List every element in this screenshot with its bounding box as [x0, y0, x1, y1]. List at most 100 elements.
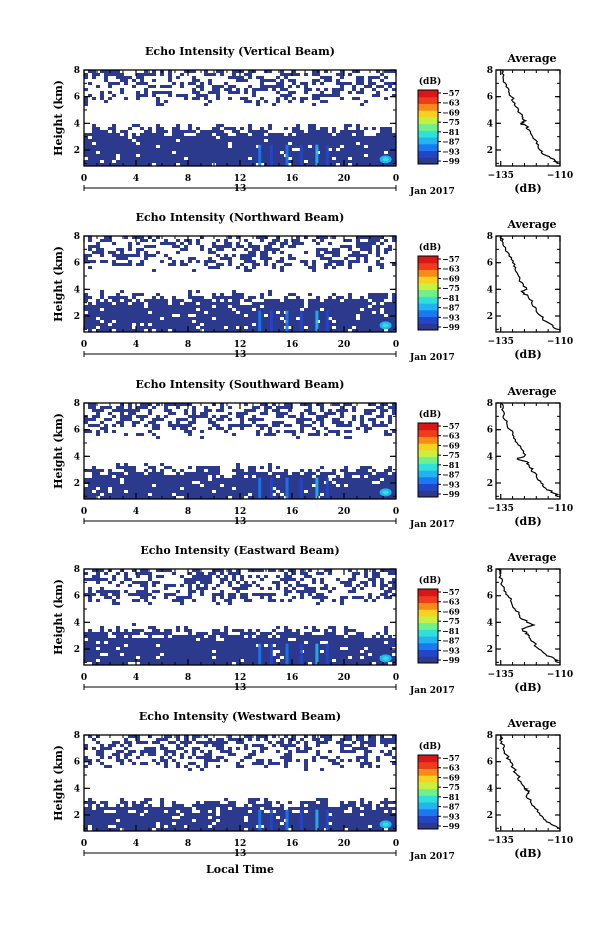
- colorbar-swatch: [418, 761, 438, 769]
- x-tick-label: 20: [338, 174, 351, 184]
- heatmap-cells: [84, 70, 396, 166]
- y-tick-label: 2: [74, 479, 80, 489]
- average-x-tick-label: −135: [488, 836, 514, 846]
- colorbar-swatch: [418, 456, 438, 464]
- average-y-tick-label: 6: [487, 426, 493, 436]
- colorbar-tick-label: −63: [442, 431, 460, 441]
- colorbar: (dB)−57−63−69−75−81−87−93−99: [417, 242, 460, 332]
- colorbar-swatch: [418, 636, 438, 644]
- colorbar-tick-label: −69: [442, 107, 460, 117]
- colorbar-swatch: [418, 316, 438, 324]
- colorbar-swatch: [418, 768, 438, 776]
- y-tick-label: 8: [74, 731, 80, 741]
- date-day-label: 13: [234, 849, 247, 859]
- colorbar-tick-label: −57: [442, 753, 460, 763]
- colorbar-swatch: [418, 137, 438, 145]
- colorbar-unit: (dB): [419, 242, 441, 253]
- colorbar: (dB)−57−63−69−75−81−87−93−99: [417, 575, 460, 665]
- average-y-tick-label: 8: [487, 232, 493, 242]
- average-x-axis-label: (dB): [514, 348, 541, 361]
- colorbar-tick-label: −87: [442, 636, 460, 646]
- date-day-label: 13: [234, 184, 247, 194]
- panel-4: Echo Intensity (Eastward Beam) 2 4 6 8 Height…: [52, 544, 573, 696]
- x-tick-label: 0: [81, 839, 87, 849]
- average-profile: Average 2 4 6 8 −135 −110 (dB): [487, 551, 573, 694]
- date-day-label: 13: [234, 683, 247, 693]
- average-y-tick-label: 8: [487, 399, 493, 409]
- colorbar-tick-label: −93: [442, 479, 460, 489]
- x-tick-label: 12: [234, 839, 247, 849]
- colorbar-swatch: [418, 130, 438, 138]
- x-tick-label: 12: [234, 174, 247, 184]
- x-tick-label: 4: [133, 507, 139, 517]
- average-y-tick-label: 4: [487, 452, 493, 462]
- x-tick-label: 0: [81, 340, 87, 350]
- colorbar-tick-label: −69: [442, 273, 460, 283]
- y-axis-label: Height (km): [52, 80, 65, 156]
- x-tick-label: 4: [133, 839, 139, 849]
- colorbar-swatch: [418, 323, 438, 331]
- average-x-tick-label: −135: [488, 337, 514, 347]
- x-tick-label: 4: [133, 673, 139, 683]
- colorbar-tick-label: −75: [442, 616, 460, 626]
- colorbar-swatch: [418, 589, 438, 597]
- colorbar-tick-label: −93: [442, 146, 460, 156]
- colorbar-tick-label: −75: [442, 283, 460, 293]
- colorbar-swatch: [418, 296, 438, 304]
- x-tick-label: 8: [185, 839, 191, 849]
- colorbar-swatch: [418, 649, 438, 657]
- colorbar-tick-label: −87: [442, 802, 460, 812]
- average-profile: Average 2 4 6 8 −135 −110 (dB): [487, 218, 573, 361]
- colorbar-tick-label: −57: [442, 254, 460, 264]
- colorbar-tick-label: −99: [442, 322, 460, 332]
- colorbar-unit: (dB): [419, 741, 441, 752]
- panel-title: Echo Intensity (Southward Beam): [136, 378, 345, 391]
- colorbar-swatch: [418, 463, 438, 471]
- colorbar-tick-label: −69: [442, 440, 460, 450]
- x-tick-label: 16: [286, 340, 299, 350]
- colorbar-tick-label: −75: [442, 117, 460, 127]
- colorbar-swatch: [418, 289, 438, 297]
- colorbar-tick-label: −93: [442, 312, 460, 322]
- colorbar-swatch: [418, 103, 438, 111]
- y-tick-label: 8: [74, 66, 80, 76]
- colorbar-swatch: [418, 609, 438, 617]
- y-axis-label: Height (km): [52, 246, 65, 322]
- colorbar-swatch: [418, 490, 438, 498]
- average-x-tick-label: −110: [547, 171, 573, 181]
- y-tick-label: 8: [74, 232, 80, 242]
- colorbar-swatch: [418, 443, 438, 451]
- colorbar-swatch: [418, 595, 438, 603]
- y-tick-label: 4: [74, 618, 80, 628]
- colorbar-tick-label: −99: [442, 489, 460, 499]
- y-tick-label: 6: [74, 592, 80, 602]
- y-tick-label: 4: [74, 119, 80, 129]
- colorbar-tick-label: −93: [442, 811, 460, 821]
- x-tick-label: 20: [338, 673, 351, 683]
- colorbar-tick-label: −81: [442, 792, 460, 802]
- colorbar: (dB)−57−63−69−75−81−87−93−99: [417, 76, 460, 166]
- y-tick-label: 8: [74, 399, 80, 409]
- colorbar: (dB)−57−63−69−75−81−87−93−99: [417, 409, 460, 499]
- average-y-tick-label: 4: [487, 618, 493, 628]
- panel-1: Echo Intensity (Vertical Beam) 2 4 6 8 Height…: [52, 45, 573, 197]
- colorbar-swatch: [418, 436, 438, 444]
- average-x-tick-label: −135: [488, 504, 514, 514]
- y-axis-label: Height (km): [52, 745, 65, 821]
- colorbar-swatch: [418, 815, 438, 823]
- y-tick-label: 8: [74, 565, 80, 575]
- y-tick-label: 4: [74, 784, 80, 794]
- y-axis-label: Height (km): [52, 413, 65, 489]
- colorbar-swatch: [418, 157, 438, 165]
- colorbar-swatch: [418, 755, 438, 763]
- average-profile-line: [499, 235, 558, 330]
- x-tick-label: 4: [133, 340, 139, 350]
- x-tick-label: 8: [185, 174, 191, 184]
- average-profile-line: [497, 568, 560, 663]
- colorbar-swatch: [418, 90, 438, 98]
- y-tick-label: 6: [74, 426, 80, 436]
- average-y-tick-label: 2: [487, 479, 493, 489]
- average-x-tick-label: −135: [488, 171, 514, 181]
- colorbar-tick-label: −87: [442, 303, 460, 313]
